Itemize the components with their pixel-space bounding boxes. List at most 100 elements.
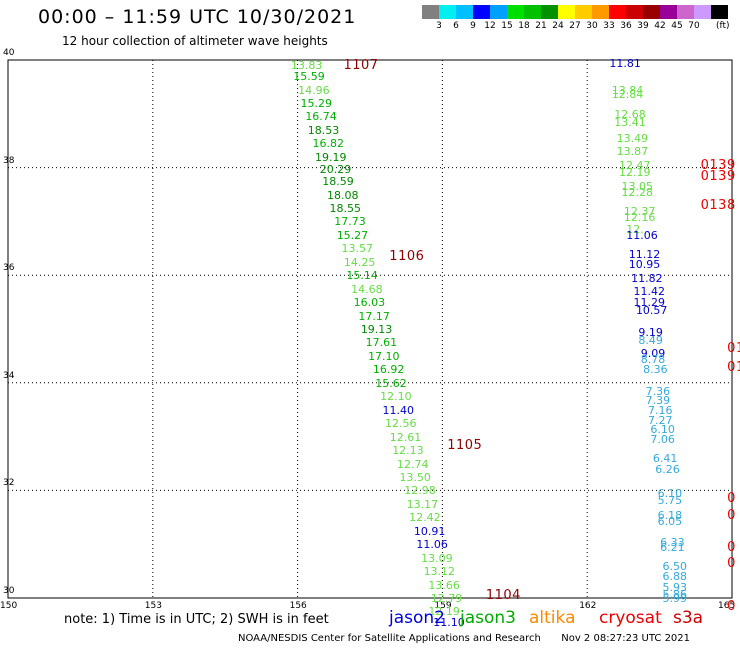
satellite-legend-cryosat: cryosat (599, 608, 662, 628)
legend-swatch (711, 5, 728, 19)
legend-label: 39 (637, 21, 649, 31)
legend-swatch (422, 5, 439, 19)
legend-label: 3 (436, 21, 442, 31)
legend-label: 33 (603, 21, 615, 31)
wave-height-label: 14.25 (343, 255, 376, 269)
wave-height-label: 13.50 (399, 470, 431, 484)
legend-label: 30 (586, 21, 598, 31)
lon-tick-label: 165 (718, 601, 736, 611)
legend-unit: (ft) (716, 21, 730, 31)
wave-height-label: 9.09 (640, 347, 666, 361)
wave-height-label: 15.62 (375, 376, 407, 390)
wave-height-label: 13.41 (614, 115, 646, 129)
wave-height-label: 13.83 (290, 59, 323, 73)
legend-label: 15 (501, 21, 513, 31)
wave-height-label: 18.08 (327, 188, 359, 202)
legend-swatch (609, 5, 626, 19)
legend-label: 70 (688, 21, 700, 31)
wave-height-label: 12.28 (621, 185, 653, 199)
wave-height-label: 13.87 (616, 145, 649, 159)
wave-height-label: 13.49 (616, 132, 649, 145)
wave-height-label: 12.84 (611, 87, 644, 101)
satellite-legend-altika: altika (529, 608, 576, 628)
wave-height-label: 5.93 (662, 581, 687, 595)
legend-label: 42 (654, 21, 666, 31)
wave-height-label: 11.12 (628, 247, 661, 261)
wave-height-label: 13.05 (621, 180, 653, 194)
wave-height-label: 16.74 (305, 110, 337, 124)
pass-number-label: 1104 (485, 588, 521, 604)
wave-height-label: 6.18 (657, 508, 683, 522)
legend-swatch (473, 5, 490, 19)
legend-swatch (558, 5, 575, 19)
lon-tick-label: 159 (434, 601, 452, 611)
wave-height-label: 17.73 (334, 215, 366, 229)
pass-number-label: 1107 (343, 58, 379, 74)
wave-height-label: 18.59 (322, 175, 354, 189)
color-scale-legend: 3 6 9 12 15 18 21 24 27 30 33 36 39 42 45 70 (ft) (0, 0, 740, 40)
lon-tick-label: 150 (0, 601, 18, 611)
wave-height-label: 13.09 (421, 551, 453, 565)
wave-height-label: 12.56 (384, 417, 417, 431)
wave-height-label: 9.19 (638, 325, 663, 339)
wave-height-label: 5.86 (662, 587, 687, 601)
pass-number-label: 0139 (700, 157, 736, 173)
wave-height-label: 12.19 (428, 605, 460, 619)
wave-height-label: 12. (626, 223, 644, 237)
lat-tick-label: 36 (3, 263, 15, 274)
legend-swatch (694, 5, 711, 19)
wave-height-label: 12.42 (409, 511, 441, 525)
lat-tick-label: 40 (3, 48, 15, 58)
legend-label: 12 (484, 21, 496, 31)
wave-height-label: 7.27 (648, 414, 673, 428)
wave-height-label: 14.96 (298, 83, 330, 97)
wave-height-label: 6.88 (662, 570, 687, 584)
legend-label: 6 (453, 21, 459, 31)
legend-swatch (541, 5, 558, 19)
wave-height-label: 12.61 (389, 430, 422, 444)
pass-number-label: 0 (727, 539, 736, 555)
wave-height-label: 12.10 (380, 390, 412, 404)
footer-agency: NOAA/NESDIS Center for Satellite Applica… (238, 633, 541, 644)
wave-height-label: 8.78 (640, 352, 666, 366)
wave-height-label: 12.37 (623, 204, 656, 218)
wave-height-label: 19.13 (360, 323, 393, 336)
wave-height-label: 7.39 (645, 394, 671, 408)
pass-number-label: 013 (727, 359, 740, 375)
wave-height-label: 7.36 (645, 384, 671, 398)
wave-height-label: 20.29 (319, 163, 352, 177)
wave-height-label: 6.33 (660, 535, 685, 549)
wave-height-label: 16.03 (353, 296, 386, 310)
wave-height-label: 10.95 (628, 258, 661, 272)
lat-tick-label: 38 (3, 155, 15, 166)
pass-number-label: 0138 (700, 198, 736, 214)
wave-height-label: 13.12 (423, 565, 456, 579)
wave-height-label: 13.84 (611, 83, 644, 97)
legend-swatch (507, 5, 524, 19)
pass-number-label: 1105 (447, 437, 483, 453)
legend-label: 24 (552, 21, 564, 31)
pass-number-label: 1106 (389, 249, 425, 265)
wave-height-label: 6.41 (652, 452, 678, 466)
units-note: note: 1) Time is in UTC; 2) SWH is in fe… (64, 612, 329, 627)
wave-height-label: 13.57 (341, 242, 374, 256)
lon-tick-label: 156 (289, 601, 307, 611)
legend-swatch (677, 5, 694, 19)
wave-height-label: 11.29 (633, 296, 666, 310)
legend-swatch (456, 5, 473, 19)
wave-height-label: 11.81 (609, 56, 641, 70)
legend-label: 9 (470, 21, 476, 31)
wave-height-label: 6.10 (657, 487, 683, 501)
wave-height-label: 15.29 (300, 97, 332, 111)
wave-height-label: 12.98 (404, 484, 436, 498)
lat-tick-label: 32 (3, 478, 15, 489)
wave-height-label: 5.99 (662, 592, 687, 605)
wave-height-label: 17.61 (365, 336, 398, 350)
wave-height-label: 12.13 (392, 444, 424, 458)
wave-height-label: 6.26 (655, 462, 680, 476)
satellite-legend-jason2: jason2 (389, 608, 445, 628)
legend-label: 36 (620, 21, 632, 31)
legend-swatch (575, 5, 592, 19)
wave-height-label: 11.06 (416, 538, 448, 552)
lat-tick-label: 34 (3, 370, 15, 381)
